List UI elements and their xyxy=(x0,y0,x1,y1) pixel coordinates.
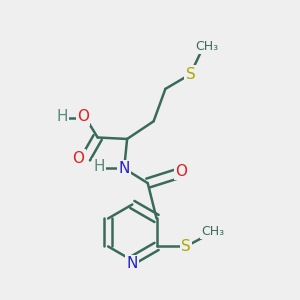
Text: O: O xyxy=(176,164,188,179)
Text: O: O xyxy=(73,151,85,166)
Text: H: H xyxy=(57,110,68,124)
Text: CH₃: CH₃ xyxy=(201,225,224,238)
Text: N: N xyxy=(127,256,138,271)
Text: CH₃: CH₃ xyxy=(195,40,218,53)
Text: N: N xyxy=(118,161,130,176)
Text: O: O xyxy=(77,110,89,124)
Text: S: S xyxy=(181,239,191,254)
Text: S: S xyxy=(185,67,195,82)
Text: H: H xyxy=(93,159,105,174)
